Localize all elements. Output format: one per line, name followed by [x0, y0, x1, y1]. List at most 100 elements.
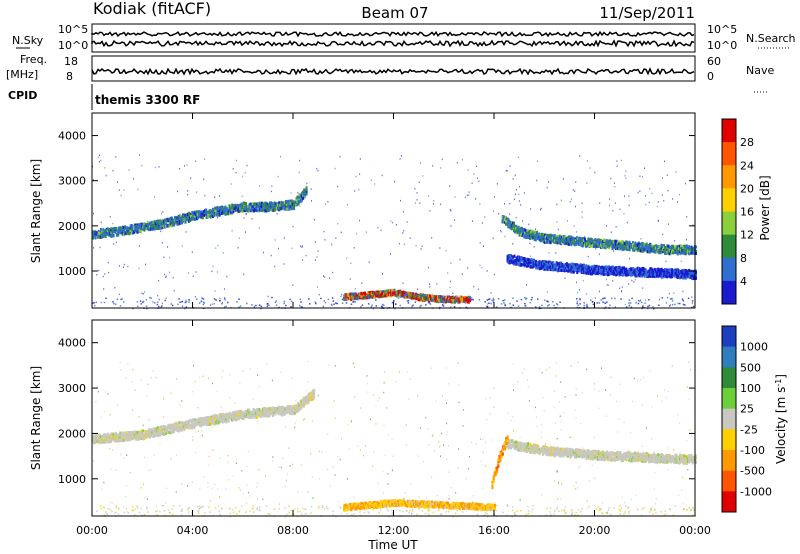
echo-speckle — [576, 231, 578, 233]
echo-cell — [374, 295, 377, 299]
echo-speckle — [480, 460, 482, 463]
echo-cell — [563, 263, 566, 267]
echo-floor — [92, 302, 94, 304]
echo-speckle — [352, 362, 354, 365]
echo-speckle — [317, 286, 319, 288]
echo-cell — [685, 248, 688, 252]
echo-cell — [237, 205, 240, 209]
echo-cell — [618, 240, 621, 244]
echo-speckle — [621, 286, 623, 288]
echo-cell — [602, 239, 605, 243]
echo-cell — [256, 204, 259, 208]
echo-cell — [570, 270, 573, 274]
echo-cell — [93, 231, 96, 235]
echo-cell — [612, 245, 615, 249]
echo-speckle — [440, 203, 442, 206]
noise-traces — [91, 30, 695, 48]
echo-cell — [368, 293, 371, 297]
echo-speckle — [584, 235, 586, 238]
echo-cell — [417, 294, 420, 298]
echo-cell — [627, 243, 630, 247]
echo-cell — [619, 272, 622, 276]
echo-cell — [433, 297, 436, 301]
echo-cell — [209, 214, 212, 218]
echo-cell — [234, 206, 237, 210]
echo-cell — [638, 244, 641, 248]
echo-floor — [300, 306, 303, 308]
echo-speckle — [219, 297, 221, 300]
echo-cell — [103, 230, 106, 234]
echo-speckle — [570, 436, 572, 439]
echo-cell — [643, 269, 646, 273]
echo-floor — [115, 303, 117, 305]
echo-cell — [433, 294, 436, 298]
echo-speckle — [557, 228, 559, 231]
echo-cell — [450, 296, 453, 300]
echo-cell — [126, 231, 129, 235]
echo-cell — [465, 296, 468, 300]
echo-cell — [528, 260, 531, 264]
echo-cell — [376, 293, 379, 297]
echo-cell — [516, 227, 519, 231]
echo-speckle — [105, 174, 107, 177]
echo-cell — [621, 270, 624, 274]
echo-cell — [579, 240, 582, 244]
echo-cell — [362, 296, 365, 300]
echo-cell — [422, 296, 425, 300]
echo-cell — [426, 294, 429, 298]
echo-speckle — [522, 220, 524, 222]
echo-cell — [605, 245, 608, 249]
echo-cell — [149, 225, 152, 229]
echo-speckle — [218, 195, 220, 197]
echo-cell — [664, 245, 667, 249]
echo-cell — [229, 204, 232, 208]
noise-tick-right-top: 10^5 — [707, 23, 737, 36]
echo-speckle — [574, 205, 576, 208]
echo-speckle — [217, 488, 219, 490]
echo-speckle — [150, 376, 152, 379]
echo-cell — [138, 229, 141, 233]
echo-cell — [555, 240, 558, 244]
echo-cell — [203, 209, 206, 213]
echo-speckle — [450, 486, 452, 489]
echo-cell — [610, 269, 613, 273]
echo-speckle — [145, 263, 147, 266]
echo-cell — [379, 290, 382, 294]
echo-floor — [352, 301, 354, 303]
echo-floor — [341, 298, 344, 301]
echo-cell — [684, 245, 687, 249]
echo-cell — [547, 267, 550, 271]
echo-cell — [680, 246, 683, 250]
echo-cell — [233, 204, 236, 208]
echo-floor — [419, 305, 421, 308]
echo-speckle — [422, 460, 424, 463]
echo-cell — [361, 295, 364, 299]
echo-floor — [575, 297, 578, 300]
echo-cell — [543, 240, 546, 244]
echo-cell — [651, 268, 654, 272]
echo-cell — [118, 226, 121, 230]
echo-speckle — [195, 160, 197, 163]
echo-cell — [589, 244, 592, 248]
echo-floor — [625, 306, 628, 308]
echo-speckle — [185, 299, 187, 302]
echo-cell — [629, 243, 632, 247]
echo-cell — [518, 233, 521, 237]
echo-cell — [666, 273, 669, 277]
echo-floor — [635, 301, 637, 304]
echo-cell — [635, 274, 638, 278]
echo-cell — [658, 269, 661, 273]
echo-speckle — [654, 451, 656, 453]
echo-cell — [615, 269, 618, 273]
echo-speckle — [98, 269, 100, 272]
echo-cell — [596, 245, 599, 249]
echo-cell — [387, 289, 390, 293]
echo-speckle — [594, 171, 596, 174]
echo-cell — [545, 239, 548, 243]
echo-cell — [572, 266, 575, 270]
echo-cell — [640, 268, 643, 272]
echo-speckle — [392, 455, 394, 458]
echo-cell — [626, 248, 629, 252]
echo-cell — [695, 276, 697, 280]
echo-cell — [200, 212, 203, 216]
